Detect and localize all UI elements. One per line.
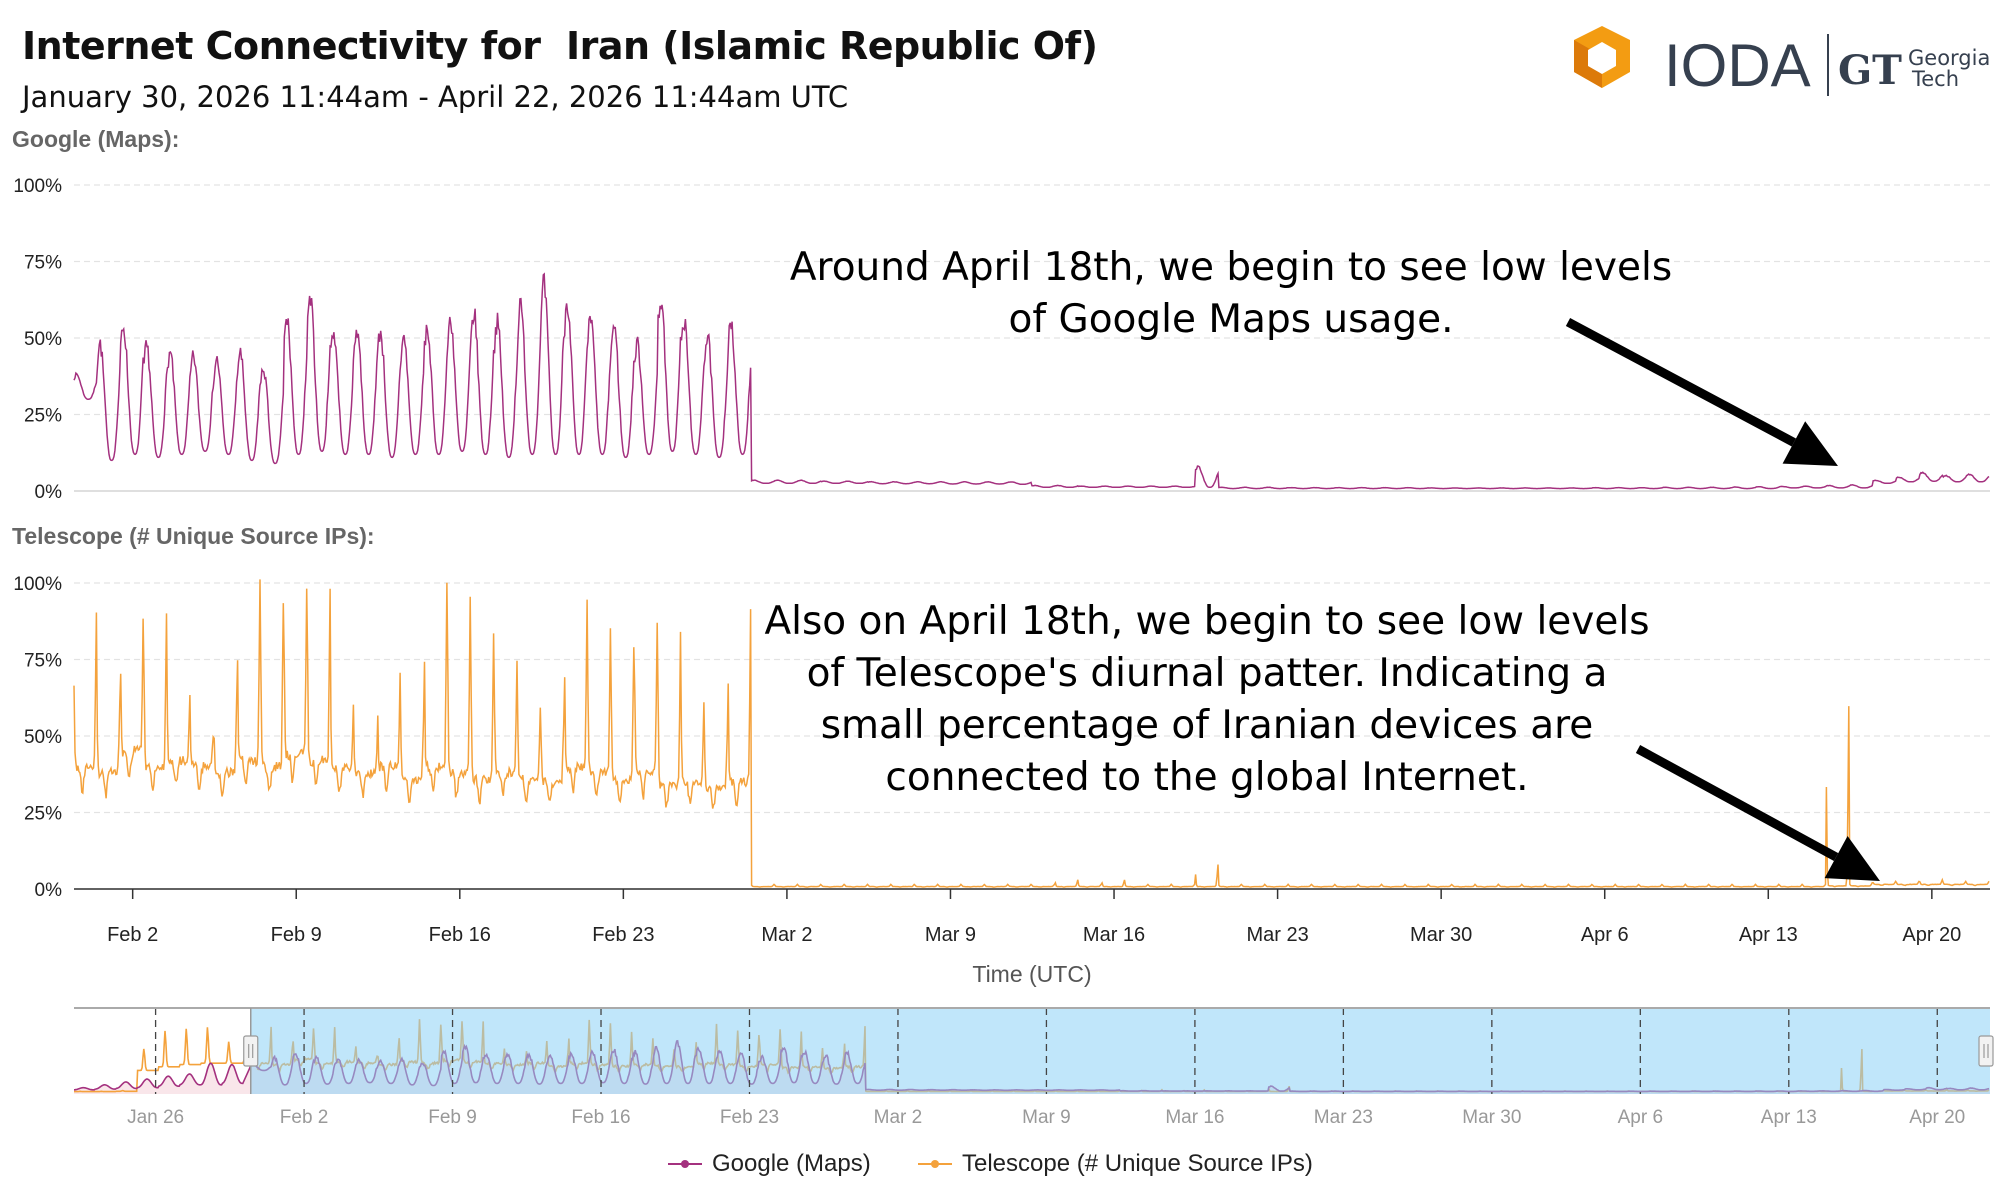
google-y-tick-label: 0% — [35, 482, 63, 503]
annotation-arrow-line — [1635, 745, 1839, 862]
telescope-panel-label: Telescope (# Unique Source IPs): — [12, 523, 375, 549]
google-y-tick-label: 75% — [24, 253, 62, 274]
annotation-line: of Telescope's diurnal patter. Indicatin… — [806, 651, 1608, 696]
google-y-tick-label: 50% — [24, 329, 62, 350]
x-tick-label: Mar 9 — [925, 924, 976, 946]
navigator-selection — [250, 1008, 1991, 1094]
x-tick-label: Mar 30 — [1410, 924, 1472, 946]
x-tick-label: Mar 16 — [1083, 924, 1145, 946]
navigator-right-handle[interactable] — [1978, 1035, 1994, 1067]
x-tick-label: Feb 16 — [429, 924, 491, 946]
navigator-tick-label: Mar 30 — [1462, 1107, 1521, 1128]
annotation-arrow-line — [1565, 318, 1796, 447]
navigator-tick-label: Apr 6 — [1618, 1107, 1663, 1128]
navigator-tick-label: Jan 26 — [127, 1107, 184, 1128]
telescope-y-tick-label: 75% — [24, 651, 62, 672]
x-tick-label: Mar 2 — [761, 924, 812, 946]
legend-google[interactable]: Google (Maps) — [668, 1150, 871, 1178]
annotation-line: of Google Maps usage. — [1008, 297, 1454, 342]
google-panel-label: Google (Maps): — [12, 126, 180, 152]
navigator-tick-label: Mar 16 — [1165, 1107, 1224, 1128]
navigator-tick-label: Feb 16 — [571, 1107, 630, 1128]
annotation-arrow-head-icon — [1824, 835, 1880, 881]
navigator-tick-label: Apr 20 — [1909, 1107, 1965, 1128]
legend-telescope[interactable]: Telescope (# Unique Source IPs) — [918, 1150, 1313, 1178]
legend-label: Telescope (# Unique Source IPs) — [962, 1150, 1313, 1177]
x-tick-label: Feb 23 — [592, 924, 654, 946]
navigator-tick-label: Apr 13 — [1761, 1107, 1817, 1128]
date-range: January 30, 2026 11:44am - April 22, 202… — [22, 80, 849, 114]
annotation-line: small percentage of Iranian devices are — [820, 703, 1594, 748]
x-tick-label: Feb 9 — [271, 924, 322, 946]
gt-text: GT — [1838, 47, 1902, 94]
ioda-text: IODA — [1664, 32, 1811, 99]
telescope-legend-marker-icon — [918, 1160, 952, 1168]
annotation-telescope: Also on April 18th, we begin to see low … — [764, 596, 1649, 804]
telescope-y-tick-label: 0% — [35, 880, 63, 901]
annotation-line: connected to the global Internet. — [885, 755, 1529, 800]
handle-grip-icon — [1978, 1035, 1994, 1067]
x-tick-label: Apr 13 — [1739, 924, 1798, 946]
navigator-left-handle[interactable] — [243, 1035, 259, 1067]
google-y-tick-label: 25% — [24, 406, 62, 427]
page-title: Internet Connectivity for Iran (Islamic … — [22, 24, 1098, 68]
google-legend-marker-icon — [668, 1160, 702, 1168]
telescope-y-tick-label: 100% — [13, 574, 62, 595]
navigator-tick-label: Feb 9 — [428, 1107, 477, 1128]
ioda-georgia-tech-logo: IODA GT Georgia Tech — [1574, 26, 1990, 99]
annotation-arrow-head-icon — [1782, 421, 1838, 466]
navigator-tick-label: Feb 2 — [280, 1107, 329, 1128]
google-series-line — [73, 272, 1990, 490]
annotation-line: Around April 18th, we begin to see low l… — [789, 245, 1673, 290]
x-tick-label: Apr 6 — [1581, 924, 1629, 946]
telescope-y-tick-label: 25% — [24, 804, 62, 825]
annotation-google: Around April 18th, we begin to see low l… — [790, 242, 1672, 346]
ioda-hexagon-icon — [1574, 26, 1630, 88]
navigator-tick-label: Mar 2 — [874, 1107, 923, 1128]
annotation-line: Also on April 18th, we begin to see low … — [764, 599, 1650, 644]
navigator-tick-label: Mar 9 — [1022, 1107, 1071, 1128]
x-tick-label: Mar 23 — [1246, 924, 1308, 946]
handle-grip-icon — [243, 1035, 259, 1067]
tech-text: Tech — [1911, 67, 1959, 91]
navigator-tick-label: Feb 23 — [720, 1107, 779, 1128]
telescope-y-tick-label: 50% — [24, 727, 62, 748]
georgia-text: Georgia — [1908, 46, 1990, 70]
legend-label: Google (Maps) — [712, 1150, 871, 1177]
x-tick-label: Feb 2 — [107, 924, 158, 946]
telescope-series-line — [73, 579, 1990, 888]
x-tick-label: Apr 20 — [1902, 924, 1961, 946]
navigator-tick-label: Mar 23 — [1314, 1107, 1373, 1128]
x-axis-title: Time (UTC) — [972, 961, 1091, 987]
google-y-tick-label: 100% — [13, 176, 62, 197]
